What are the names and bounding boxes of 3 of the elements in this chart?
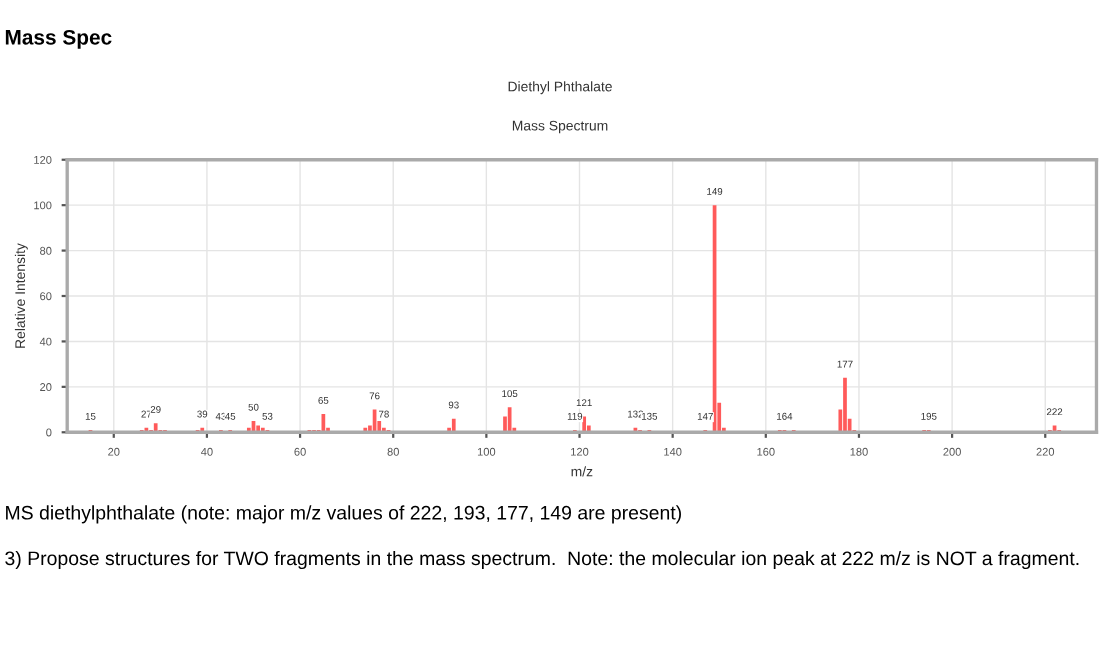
text: Mass Spec [5, 29, 112, 49]
text: 3) Propose structures for TWO fragments in the mass spectrum. Note: the molecular ion peak at 222 m/z is NOT a fragment. [5, 550, 1079, 570]
text: MS diethylphthalate (note: major m/z values of 222, 193, 177, 149 are present) [6, 505, 681, 524]
